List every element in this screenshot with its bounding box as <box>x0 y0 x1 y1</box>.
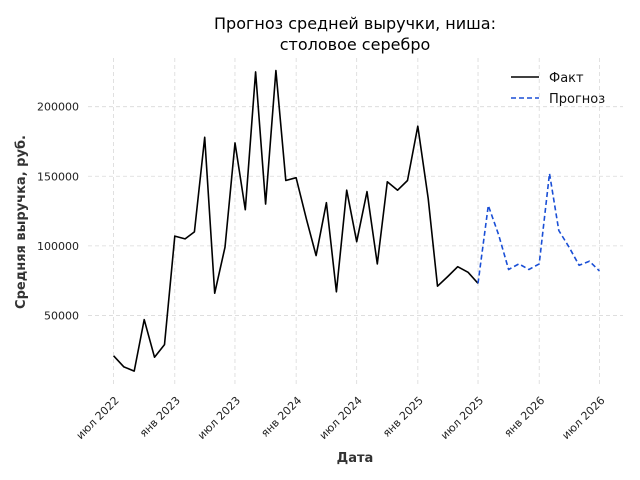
x-tick-label: июл 2023 <box>195 394 243 442</box>
series-line-fact <box>113 69 479 372</box>
y-tick-label: 200000 <box>37 101 79 114</box>
y-axis-label: Средняя выручка, руб. <box>14 135 29 309</box>
x-tick-label: июл 2025 <box>438 394 486 442</box>
series-lines <box>113 69 600 372</box>
y-tick-label: 50000 <box>44 309 79 322</box>
y-tick-label: 150000 <box>37 170 79 183</box>
legend-label-forecast: Прогноз <box>549 92 605 107</box>
y-ticks: 50000 100000 150000 200000 <box>37 101 79 323</box>
x-tick-label: июл 2022 <box>74 394 122 442</box>
legend: Факт Прогноз <box>511 71 605 107</box>
chart-title-line-2: столовое серебро <box>280 35 431 54</box>
chart-title-line-1: Прогноз средней выручки, ниша: <box>214 14 496 33</box>
x-ticks: июл 2022 янв 2023 июл 2023 янв 2024 июл 2024… <box>74 394 608 442</box>
y-tick-label: 100000 <box>37 240 79 253</box>
x-axis-label: Дата <box>337 451 374 466</box>
x-tick-label: янв 2024 <box>258 394 304 440</box>
x-tick-label: янв 2023 <box>137 394 183 440</box>
legend-label-fact: Факт <box>549 71 584 86</box>
x-tick-label: янв 2026 <box>502 394 548 440</box>
x-tick-label: янв 2025 <box>380 394 426 440</box>
x-tick-label: июл 2024 <box>317 394 365 442</box>
grid <box>88 58 623 385</box>
x-tick-label: июл 2026 <box>559 394 607 442</box>
series-line-forecast <box>477 172 600 284</box>
